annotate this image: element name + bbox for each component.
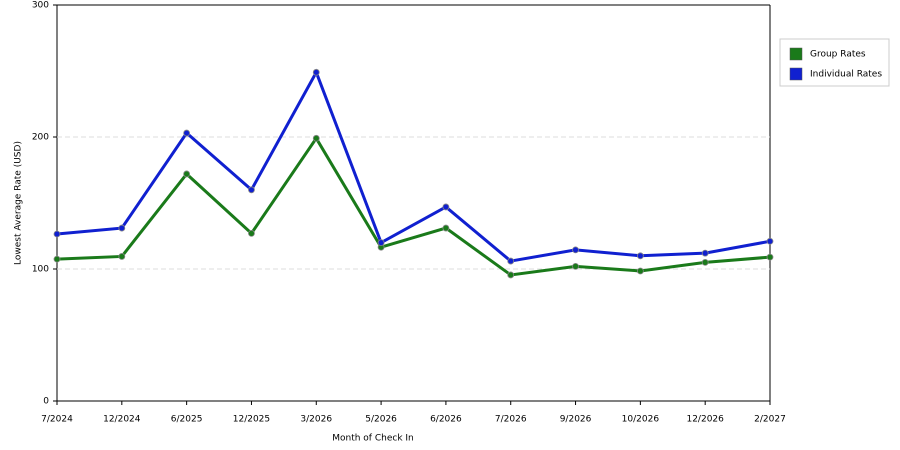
data-point	[312, 68, 320, 76]
y-tick-label: 300	[32, 1, 49, 11]
data-point	[377, 239, 385, 247]
data-point	[118, 224, 126, 232]
x-tick-label: 6/2026	[430, 415, 462, 425]
legend-label: Group Rates	[810, 50, 866, 60]
x-tick-label: 12/2024	[103, 415, 141, 425]
x-axis-label: Month of Check In	[332, 434, 414, 444]
x-tick-label: 3/2026	[300, 415, 332, 425]
data-point	[507, 257, 515, 265]
x-tick-label: 6/2025	[171, 415, 203, 425]
x-tick-label: 12/2026	[686, 415, 724, 425]
x-tick-label: 10/2026	[622, 415, 660, 425]
legend-swatch	[789, 67, 803, 81]
y-axis-label: Lowest Average Rate (USD)	[14, 141, 24, 265]
series-line	[56, 135, 771, 277]
data-point	[118, 253, 126, 260]
data-point	[701, 258, 709, 266]
x-tick-label: 7/2024	[41, 415, 73, 425]
series-line	[56, 68, 771, 263]
data-point	[572, 246, 579, 254]
data-point	[53, 230, 61, 238]
data-point	[312, 134, 320, 142]
x-tick-label: 2/2027	[754, 415, 786, 425]
y-tick-label: 200	[32, 133, 49, 143]
data-point	[572, 262, 579, 270]
data-point	[636, 252, 644, 260]
y-tick-label: 100	[32, 265, 49, 275]
data-point	[766, 237, 774, 245]
data-point	[183, 129, 191, 137]
legend-swatch	[789, 47, 803, 61]
data-point	[507, 271, 515, 279]
x-tick-label: 12/2025	[233, 415, 270, 425]
data-point	[442, 224, 450, 232]
x-tick-label: 5/2026	[365, 415, 397, 425]
data-point	[248, 229, 255, 237]
data-point	[53, 255, 61, 263]
data-point	[701, 249, 709, 257]
data-point	[183, 170, 191, 178]
x-tick-label: 9/2026	[560, 415, 592, 425]
data-point	[248, 186, 255, 194]
legend-label: Individual Rates	[810, 70, 882, 80]
x-tick-label: 7/2026	[495, 415, 527, 425]
data-point	[636, 267, 644, 275]
data-point	[442, 203, 450, 211]
data-point	[766, 253, 774, 261]
y-tick-label: 0	[43, 397, 49, 407]
